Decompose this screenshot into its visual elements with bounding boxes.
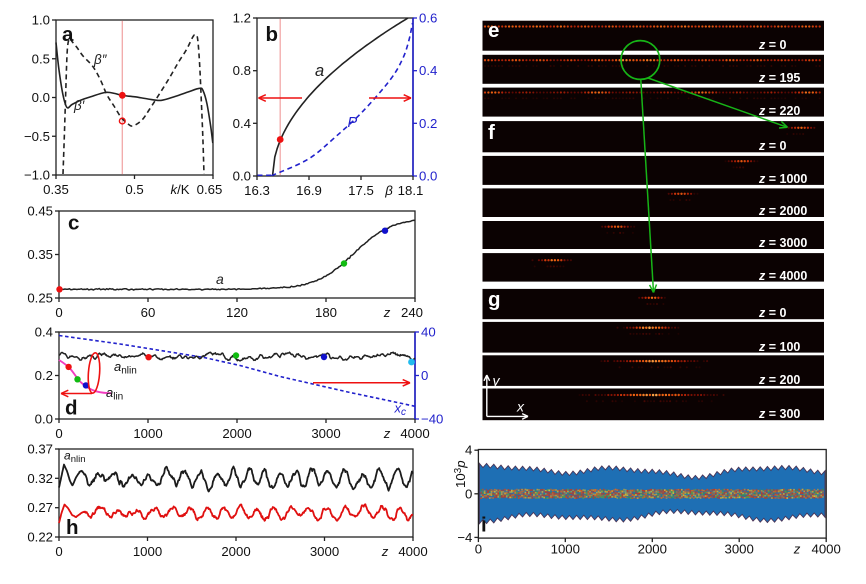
svg-text:−0.5: −0.5 [24, 129, 50, 144]
svg-text:1000: 1000 [133, 544, 162, 559]
svg-text:k/K: k/K [170, 182, 189, 197]
svg-text:1.2: 1.2 [233, 11, 251, 26]
svg-text:3000: 3000 [310, 544, 339, 559]
svg-text:xc: xc [394, 401, 407, 419]
svg-text:180: 180 [315, 305, 337, 320]
svg-text:2000: 2000 [638, 542, 667, 557]
svg-text:0.2: 0.2 [35, 368, 53, 383]
svg-text:0.35: 0.35 [27, 247, 53, 262]
svg-text:P: P [348, 115, 358, 131]
svg-text:0.0: 0.0 [32, 90, 50, 105]
svg-text:4000: 4000 [400, 426, 429, 441]
svg-text:0: 0 [55, 305, 62, 320]
svg-text:17.5: 17.5 [348, 183, 374, 198]
svg-text:0.0: 0.0 [419, 169, 437, 184]
svg-text:i: i [481, 514, 487, 537]
svg-text:z = 300: z = 300 [758, 407, 800, 421]
svg-text:anlin: anlin [114, 359, 137, 377]
svg-text:alin: alin [106, 385, 123, 403]
svg-text:z = 2000: z = 2000 [758, 204, 807, 218]
svg-text:0.32: 0.32 [27, 471, 53, 486]
svg-text:z = 0: z = 0 [758, 306, 786, 320]
svg-text:z: z [383, 305, 391, 320]
svg-text:2000: 2000 [222, 426, 251, 441]
svg-text:e: e [488, 19, 499, 42]
svg-text:0.2: 0.2 [419, 116, 437, 131]
svg-text:60: 60 [141, 305, 156, 320]
svg-text:a: a [315, 62, 324, 80]
svg-text:0.8: 0.8 [233, 63, 251, 78]
svg-text:z = 0: z = 0 [758, 139, 786, 153]
svg-text:0: 0 [421, 368, 428, 383]
svg-text:18.1: 18.1 [398, 183, 424, 198]
svg-text:40: 40 [421, 325, 436, 340]
svg-text:z = 100: z = 100 [758, 340, 800, 354]
svg-text:−4: −4 [457, 530, 472, 545]
svg-text:z = 1000: z = 1000 [758, 172, 807, 186]
svg-text:16.9: 16.9 [296, 183, 322, 198]
svg-text:g: g [488, 288, 501, 311]
svg-text:x: x [516, 399, 525, 415]
svg-text:a: a [216, 271, 224, 287]
svg-text:4: 4 [465, 443, 472, 458]
svg-text:−40: −40 [421, 412, 443, 427]
svg-text:c: c [68, 212, 79, 235]
svg-text:0.27: 0.27 [27, 500, 53, 515]
svg-text:0.5: 0.5 [32, 51, 50, 66]
svg-text:z: z [383, 426, 391, 441]
svg-text:0.45: 0.45 [27, 204, 53, 219]
svg-text:0.25: 0.25 [27, 291, 53, 306]
svg-text:0.35: 0.35 [43, 182, 69, 197]
svg-text:z = 3000: z = 3000 [758, 236, 807, 250]
svg-text:0: 0 [55, 426, 62, 441]
svg-text:0: 0 [475, 542, 482, 557]
svg-text:4000: 4000 [398, 544, 427, 559]
svg-text:anlin: anlin [64, 449, 85, 466]
svg-text:3000: 3000 [725, 542, 754, 557]
svg-text:z: z [793, 542, 801, 557]
svg-text:0: 0 [465, 486, 472, 501]
svg-text:2000: 2000 [221, 544, 250, 559]
svg-text:0.4: 0.4 [419, 63, 437, 78]
svg-text:z = 200: z = 200 [758, 373, 800, 387]
svg-text:0.4: 0.4 [233, 116, 251, 131]
svg-text:16.3: 16.3 [244, 183, 270, 198]
svg-text:1.0: 1.0 [32, 13, 50, 28]
svg-text:0: 0 [55, 544, 62, 559]
svg-text:0.6: 0.6 [419, 11, 437, 26]
svg-text:1000: 1000 [551, 542, 580, 557]
svg-text:y: y [492, 373, 501, 389]
svg-text:0.22: 0.22 [27, 530, 53, 545]
svg-text:4000: 4000 [812, 542, 841, 557]
svg-text:0.37: 0.37 [27, 442, 53, 457]
svg-text:b: b [266, 23, 279, 46]
svg-text:−1.0: −1.0 [24, 168, 50, 183]
svg-text:z = 0: z = 0 [758, 38, 786, 52]
svg-text:120: 120 [226, 305, 248, 320]
svg-text:h: h [66, 516, 79, 539]
svg-text:β: β [384, 183, 393, 198]
svg-text:z: z [381, 544, 389, 559]
svg-text:f: f [488, 121, 495, 144]
svg-text:0.5: 0.5 [125, 182, 143, 197]
svg-text:0.0: 0.0 [35, 412, 53, 427]
svg-text:0.0: 0.0 [233, 169, 251, 184]
svg-text:0.4: 0.4 [35, 325, 53, 340]
svg-text:β′: β′ [73, 98, 85, 113]
svg-text:240: 240 [401, 305, 423, 320]
svg-text:z = 220: z = 220 [758, 104, 800, 118]
svg-text:z = 195: z = 195 [758, 71, 800, 85]
svg-text:z = 4000: z = 4000 [758, 269, 807, 283]
svg-text:0.65: 0.65 [197, 182, 223, 197]
svg-text:d: d [65, 397, 78, 420]
svg-text:103p: 103p [453, 460, 468, 488]
svg-text:3000: 3000 [311, 426, 340, 441]
svg-text:β″: β″ [93, 52, 108, 67]
svg-text:a: a [62, 23, 74, 46]
svg-text:1000: 1000 [133, 426, 162, 441]
